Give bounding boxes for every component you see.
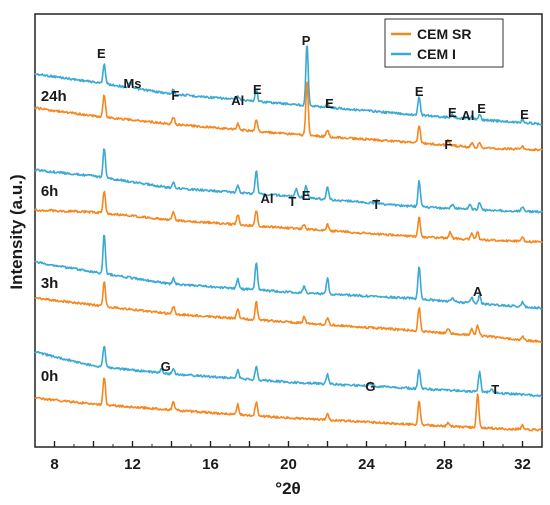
legend-label: CEM SR bbox=[417, 26, 471, 42]
peak-label: E bbox=[448, 105, 457, 120]
trace-24h-cem-sr bbox=[34, 81, 543, 152]
x-tick-label: 24 bbox=[358, 456, 375, 473]
peak-label: T bbox=[288, 194, 296, 209]
series-traces bbox=[34, 45, 543, 432]
peak-label: E bbox=[325, 96, 334, 111]
legend-label: CEM I bbox=[417, 46, 456, 62]
peak-label: E bbox=[302, 188, 311, 203]
trace-3h-cem-sr bbox=[34, 281, 543, 344]
x-tick-label: 16 bbox=[202, 456, 219, 473]
y-axis-title: Intensity (a.u.) bbox=[7, 174, 26, 289]
time-label: 0h bbox=[41, 368, 59, 385]
time-label: 6h bbox=[41, 183, 59, 200]
peak-label: F bbox=[171, 88, 179, 103]
peak-label: A bbox=[473, 284, 483, 299]
peak-label: Al bbox=[231, 93, 244, 108]
x-axis: 8 12 16 20 24 28 32 bbox=[34, 441, 543, 473]
time-label: 24h bbox=[41, 88, 67, 105]
peak-label: P bbox=[302, 33, 311, 48]
peak-label: Al bbox=[461, 108, 474, 123]
trace-3h-cem-i bbox=[34, 234, 543, 310]
time-label: 3h bbox=[41, 275, 59, 292]
peak-label: Al bbox=[261, 191, 274, 206]
peak-label: E bbox=[97, 46, 106, 61]
peak-label: E bbox=[520, 107, 529, 122]
trace-6h-cem-i bbox=[34, 148, 543, 214]
peak-label: G bbox=[161, 359, 171, 374]
peak-label: E bbox=[253, 82, 262, 97]
trace-0h-cem-i bbox=[34, 345, 543, 398]
x-tick-label: 8 bbox=[50, 456, 58, 473]
time-labels: 24h 6h 3h 0h bbox=[41, 88, 67, 385]
x-tick-label: 12 bbox=[124, 456, 141, 473]
trace-6h-cem-sr bbox=[34, 190, 543, 244]
legend-box bbox=[384, 18, 504, 68]
peak-label: E bbox=[477, 101, 486, 116]
x-axis-title: °2θ bbox=[275, 479, 300, 498]
x-tick-label: 32 bbox=[514, 456, 531, 473]
peak-label: G bbox=[365, 379, 375, 394]
peak-label: F bbox=[444, 137, 452, 152]
trace-24h-cem-i bbox=[34, 45, 543, 126]
x-tick-label: 28 bbox=[436, 456, 453, 473]
x-tick-label: 20 bbox=[280, 456, 297, 473]
peak-label: Ms bbox=[123, 76, 141, 91]
legend: CEM SR CEM I bbox=[384, 18, 504, 68]
trace-0h-cem-sr bbox=[34, 377, 543, 432]
peak-label: T bbox=[491, 382, 499, 397]
peak-label: T bbox=[372, 197, 380, 212]
peak-label: E bbox=[415, 84, 424, 99]
